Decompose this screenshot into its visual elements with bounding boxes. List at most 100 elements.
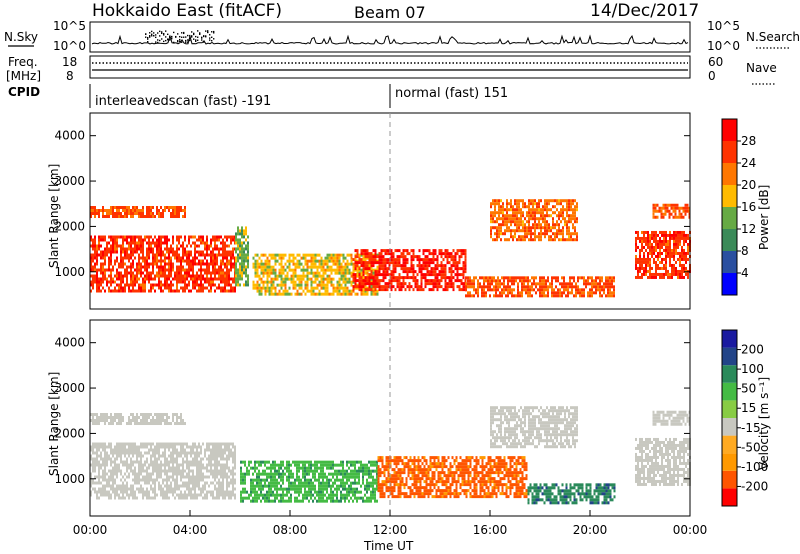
heatmap-cell <box>142 466 144 470</box>
heatmap-cell <box>230 442 232 446</box>
heatmap-cell <box>680 212 683 216</box>
colorbar-swatch <box>722 163 737 185</box>
heatmap-cell <box>668 215 671 219</box>
heatmap-cell <box>258 292 261 296</box>
heatmap-cell <box>491 279 493 283</box>
heatmap-cell <box>420 270 423 274</box>
heatmap-cell <box>294 292 297 296</box>
heatmap-cell <box>243 262 245 266</box>
noise-dot <box>157 39 159 41</box>
heatmap-cell <box>148 238 150 242</box>
heatmap-cell <box>483 288 485 292</box>
heatmap-cell <box>661 260 663 264</box>
noise-sky-trace <box>91 34 689 45</box>
heatmap-cell <box>477 291 479 295</box>
heatmap-cell <box>258 256 261 260</box>
heatmap-cell <box>538 235 540 239</box>
heatmap-cell <box>184 206 186 210</box>
heatmap-cell <box>667 248 669 252</box>
heatmap-cell <box>308 259 311 263</box>
heatmap-cell <box>563 282 565 286</box>
heatmap-cell <box>132 448 134 452</box>
heatmap-cell <box>102 419 104 423</box>
heatmap-cell <box>122 487 124 491</box>
heatmap-cell <box>148 277 150 281</box>
heatmap-cell <box>162 445 164 449</box>
heatmap-cell <box>681 266 683 270</box>
heatmap-cell <box>574 217 576 221</box>
heatmap-cell <box>659 239 661 243</box>
heatmap-cell <box>92 466 94 470</box>
heatmap-cell <box>158 419 160 423</box>
heatmap-cell <box>184 238 186 242</box>
heatmap-cell <box>188 484 190 488</box>
heatmap-cell <box>559 291 561 295</box>
heatmap-cell <box>212 253 214 257</box>
heatmap-cell <box>174 496 176 500</box>
heatmap-cell <box>276 292 279 296</box>
heatmap-cell <box>239 244 241 248</box>
heatmap-cell <box>338 253 341 257</box>
colorbar-tick-label: 8 <box>741 244 749 258</box>
heatmap-cell <box>98 448 100 452</box>
noise-dot <box>185 41 187 43</box>
heatmap-cell <box>92 274 94 278</box>
heatmap-cell <box>655 272 657 276</box>
heatmap-cell <box>504 223 506 227</box>
heatmap-cell <box>146 253 148 257</box>
heatmap-cell <box>398 285 401 289</box>
heatmap-cell <box>166 238 168 242</box>
heatmap-cell <box>146 475 148 479</box>
heatmap-cell <box>184 268 186 272</box>
heatmap-cell <box>502 214 504 218</box>
heatmap-cell <box>434 276 437 280</box>
heatmap-cell <box>517 276 519 280</box>
heatmap-cell <box>340 271 343 275</box>
heatmap-cell <box>364 288 367 292</box>
noise-dot <box>147 36 149 39</box>
heatmap-cell <box>176 475 178 479</box>
heatmap-cell <box>467 294 469 298</box>
heatmap-cell <box>202 241 204 245</box>
heatmap-cell <box>210 274 212 278</box>
heatmap-cell <box>239 247 241 251</box>
heatmap-cell <box>384 258 387 262</box>
heatmap-cell <box>505 285 507 289</box>
noise-dot <box>183 31 185 34</box>
noise-dot <box>199 32 201 34</box>
heatmap-cell <box>112 487 114 491</box>
heatmap-cell <box>386 267 389 271</box>
heatmap-cell <box>540 214 542 218</box>
heatmap-cell <box>134 256 136 260</box>
heatmap-cell <box>182 244 184 248</box>
heatmap-cell <box>542 220 544 224</box>
heatmap-cell <box>485 294 487 298</box>
heatmap-cell <box>218 235 220 239</box>
heatmap-cell <box>294 256 297 260</box>
noise-dot <box>145 36 147 38</box>
heatmap-cell <box>150 247 152 251</box>
heatmap-cell <box>140 271 142 275</box>
heatmap-cell <box>118 283 120 287</box>
heatmap-cell <box>192 481 194 485</box>
heatmap-cell <box>104 271 106 275</box>
heatmap-cell <box>505 276 507 280</box>
heatmap-cell <box>184 454 186 458</box>
heatmap-cell <box>235 238 237 242</box>
heatmap-cell <box>566 208 568 212</box>
heatmap-cell <box>687 242 689 246</box>
heatmap-cell <box>564 199 566 203</box>
heatmap-cell <box>384 270 387 274</box>
heatmap-cell <box>134 481 136 485</box>
heatmap-cell <box>178 259 180 263</box>
heatmap-cell <box>528 229 530 233</box>
heatmap-cell <box>424 258 427 262</box>
heatmap-cell <box>680 206 683 210</box>
heatmap-cell <box>555 294 557 298</box>
heatmap-cell <box>512 235 514 239</box>
heatmap-cell <box>284 292 287 296</box>
heatmap-cell <box>473 279 475 283</box>
heatmap-cell <box>124 250 126 254</box>
heatmap-cell <box>134 445 136 449</box>
heatmap-cell <box>102 484 104 488</box>
